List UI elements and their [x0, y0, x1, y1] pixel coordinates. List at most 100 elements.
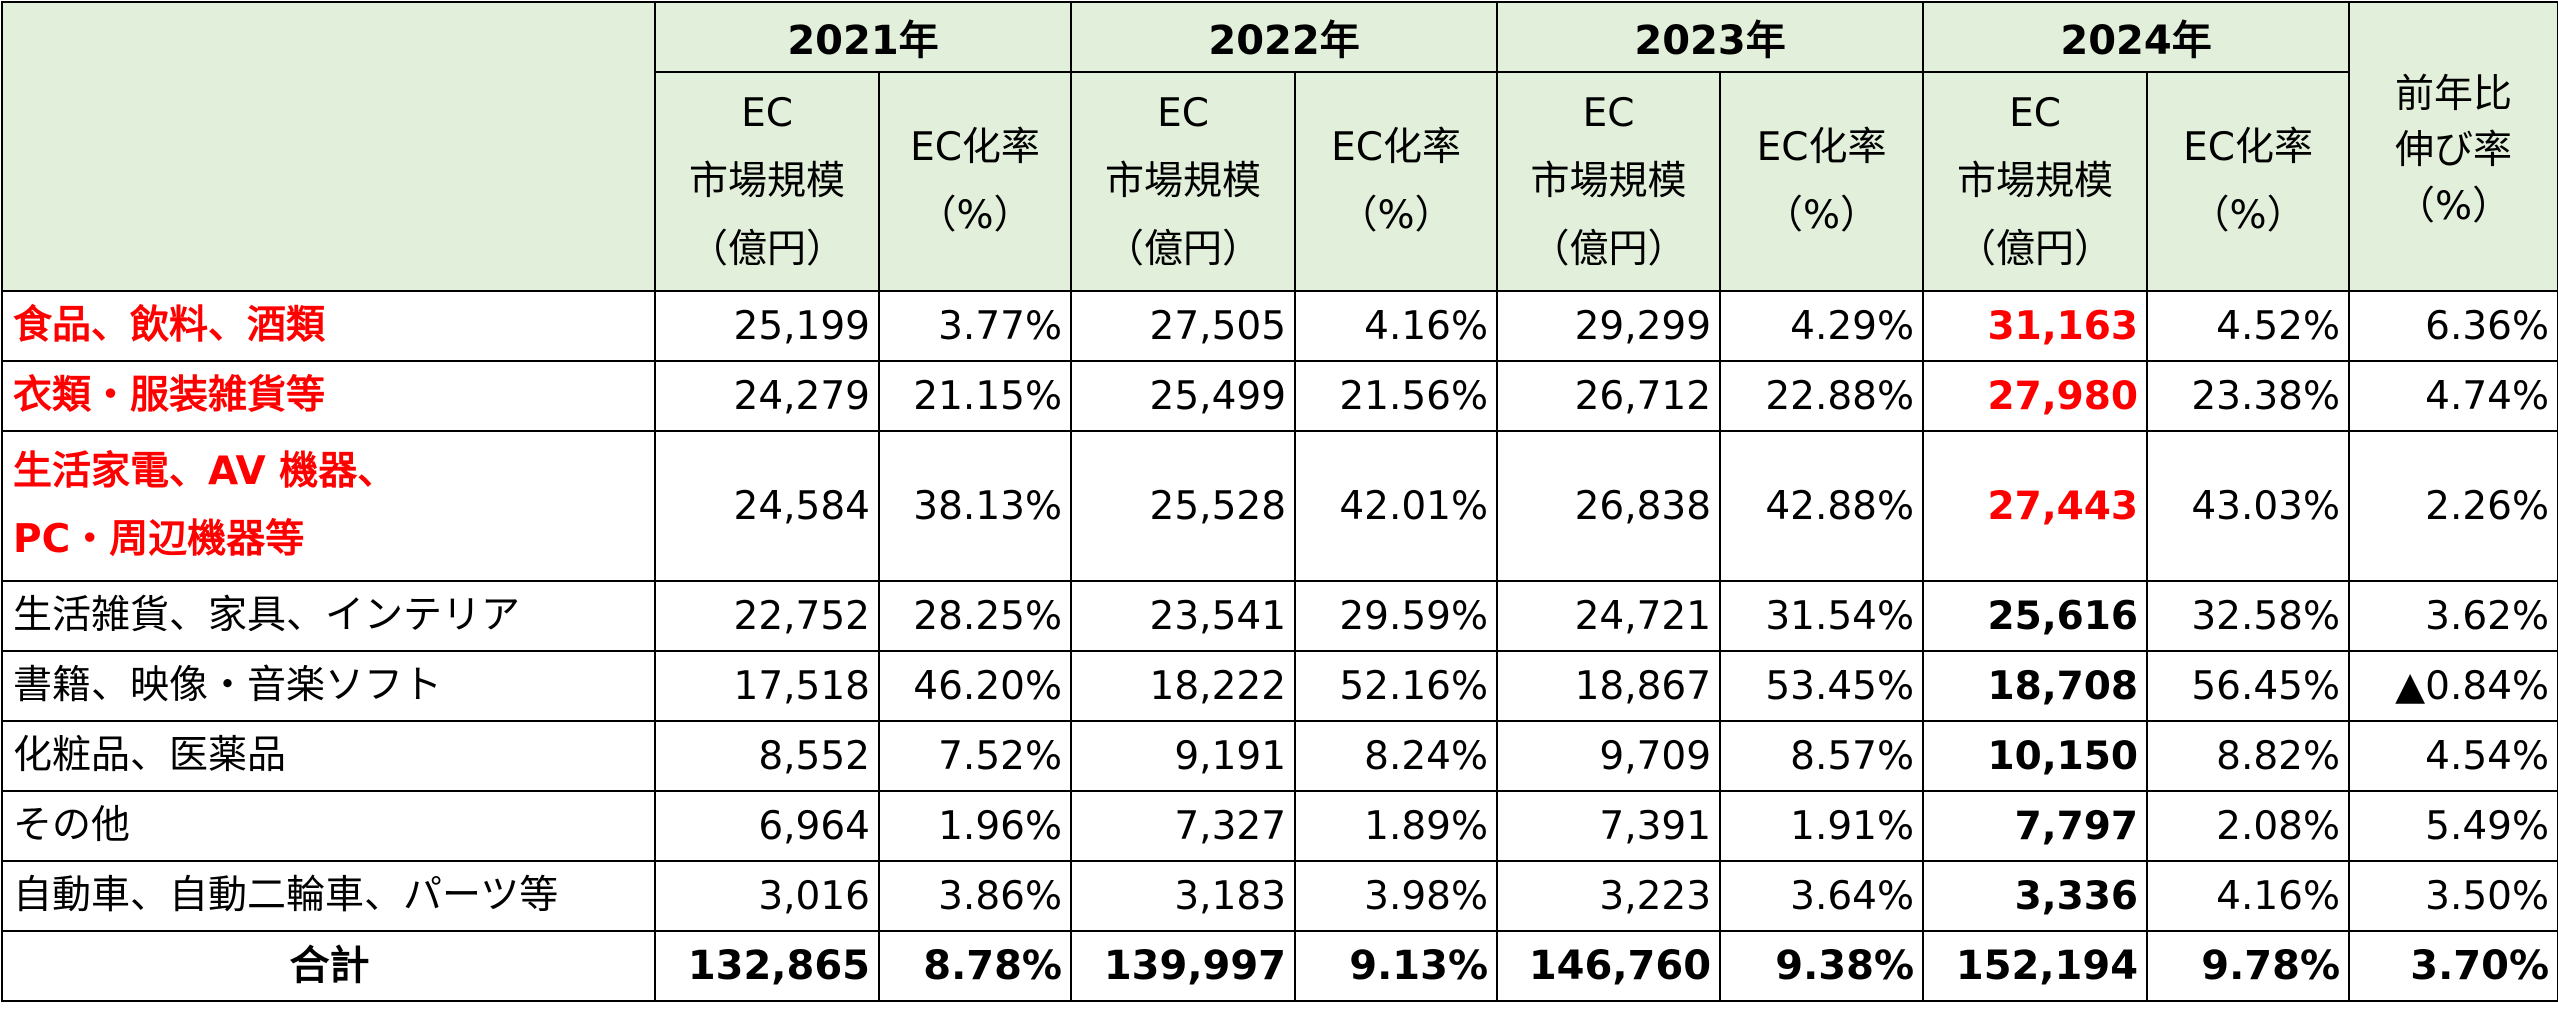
- rate-2022-cell: 4.16%: [1294, 290, 1499, 362]
- rate-2022-cell: 52.16%: [1294, 650, 1499, 722]
- header-year-2022: 2022年: [1070, 1, 1499, 73]
- header-ec-rate-3: EC化率 （%）: [2146, 71, 2351, 292]
- market-2021-cell: 3,016: [654, 860, 880, 932]
- rate-2023-cell: 53.45%: [1719, 650, 1925, 722]
- market-2021-cell: 22,752: [654, 580, 880, 652]
- total-market-2023-cell: 146,760: [1496, 930, 1722, 1002]
- table-row: 衣類・服装雑貨等 24,279 21.15% 25,499 21.56% 26,712 22…: [1, 360, 2558, 432]
- rate-2022-cell: 1.89%: [1294, 790, 1499, 862]
- table-row: その他 6,964 1.96% 7,327 1.89% 7,391 1.91% 7,797 2.…: [1, 790, 2558, 862]
- header-market-size-1: EC 市場規模 （億円）: [1070, 71, 1297, 292]
- market-2021-cell: 17,518: [654, 650, 880, 722]
- market-2024-cell: 10,150: [1922, 720, 2149, 792]
- growth-rate-cell: 4.54%: [2348, 720, 2558, 792]
- market-2024-cell: 3,336: [1922, 860, 2149, 932]
- growth-rate-cell: 3.50%: [2348, 860, 2558, 932]
- total-market-2021-cell: 132,865: [654, 930, 880, 1002]
- header-year-2024: 2024年: [1922, 1, 2351, 73]
- header-year-2021: 2021年: [653, 1, 1073, 73]
- rate-2024-cell: 8.82%: [2146, 720, 2351, 792]
- header-year-row: 2021年 2022年 2023年 2024年 前年比 伸び率 （%）: [1, 1, 2558, 292]
- table-row: 書籍、映像・音楽ソフト 17,518 46.20% 18,222 52.16% 18,86…: [1, 650, 2558, 722]
- rate-2023-cell: 31.54%: [1719, 580, 1925, 652]
- total-label: 合計: [1, 930, 656, 1002]
- total-growth-rate-cell: 3.70%: [2348, 930, 2558, 1002]
- market-2024-cell: 7,797: [1922, 790, 2149, 862]
- market-2023-cell: 26,712: [1496, 360, 1722, 432]
- total-rate-2021-cell: 8.78%: [877, 930, 1073, 1002]
- rate-2021-cell: 1.96%: [877, 790, 1073, 862]
- header-growth-rate: 前年比 伸び率 （%）: [2348, 1, 2558, 292]
- market-2022-cell: 23,541: [1070, 580, 1297, 652]
- market-2023-cell: 7,391: [1496, 790, 1722, 862]
- table-header: 2021年 2022年 2023年 2024年 前年比 伸び率 （%） EC 市場…: [1, 1, 2558, 292]
- rate-2023-cell: 22.88%: [1719, 360, 1925, 432]
- total-rate-2024-cell: 9.78%: [2146, 930, 2351, 1002]
- rate-2021-cell: 3.86%: [877, 860, 1073, 932]
- header-market-size-0: EC 市場規模 （億円）: [654, 71, 880, 292]
- market-2022-cell: 25,499: [1070, 360, 1297, 432]
- market-2021-cell: 25,199: [654, 290, 880, 362]
- rate-2024-cell: 23.38%: [2146, 360, 2351, 432]
- growth-rate-cell: ▲0.84%: [2348, 650, 2558, 722]
- rate-2022-cell: 42.01%: [1294, 430, 1499, 582]
- market-2023-cell: 9,709: [1496, 720, 1722, 792]
- market-2024-cell: 18,708: [1922, 650, 2149, 722]
- header-sub-row: EC 市場規模 （億円） EC化率 （%） EC 市場規模 （億円） EC化率 （%） EC 市場規模…: [2, 71, 2558, 292]
- market-2022-cell: 25,528: [1070, 430, 1297, 582]
- category-cell: 食品、飲料、酒類: [1, 290, 656, 362]
- header-market-size-3: EC 市場規模 （億円）: [1922, 71, 2149, 292]
- table-row: 化粧品、医薬品 8,552 7.52% 9,191 8.24% 9,709 8.57% 10,…: [1, 720, 2558, 792]
- table-row: 自動車、自動二輪車、パーツ等 3,016 3.86% 3,183 3.98% 3,223 3…: [1, 860, 2558, 932]
- market-2022-cell: 18,222: [1070, 650, 1297, 722]
- header-market-size-2: EC 市場規模 （億円）: [1496, 71, 1722, 292]
- rate-2022-cell: 3.98%: [1294, 860, 1499, 932]
- ec-market-table: 2021年 2022年 2023年 2024年 前年比 伸び率 （%） EC 市場…: [1, 1, 2558, 1002]
- rate-2021-cell: 28.25%: [877, 580, 1073, 652]
- rate-2023-cell: 3.64%: [1719, 860, 1925, 932]
- growth-rate-cell: 4.74%: [2348, 360, 2558, 432]
- rate-2024-cell: 56.45%: [2146, 650, 2351, 722]
- total-rate-2022-cell: 9.13%: [1294, 930, 1499, 1002]
- market-2021-cell: 6,964: [654, 790, 880, 862]
- market-2021-cell: 24,584: [654, 430, 880, 582]
- table-row: 生活家電、AV 機器、 PC・周辺機器等 24,584 38.13% 25,528 42.…: [1, 430, 2558, 582]
- market-2024-cell: 31,163: [1922, 290, 2149, 362]
- rate-2023-cell: 42.88%: [1719, 430, 1925, 582]
- category-cell: 衣類・服装雑貨等: [1, 360, 656, 432]
- growth-rate-cell: 2.26%: [2348, 430, 2558, 582]
- table-body: 食品、飲料、酒類 25,199 3.77% 27,505 4.16% 29,299 4.29…: [1, 290, 2558, 1002]
- growth-rate-cell: 5.49%: [2348, 790, 2558, 862]
- total-row: 合計 132,865 8.78% 139,997 9.13% 146,760 9.38% 15…: [1, 930, 2558, 1002]
- table-row: 食品、飲料、酒類 25,199 3.77% 27,505 4.16% 29,299 4.29…: [1, 290, 2558, 362]
- rate-2024-cell: 4.52%: [2146, 290, 2351, 362]
- market-2022-cell: 7,327: [1070, 790, 1297, 862]
- rate-2021-cell: 7.52%: [877, 720, 1073, 792]
- rate-2021-cell: 3.77%: [877, 290, 1073, 362]
- market-2023-cell: 3,223: [1496, 860, 1722, 932]
- rate-2021-cell: 46.20%: [877, 650, 1073, 722]
- growth-rate-cell: 6.36%: [2348, 290, 2558, 362]
- growth-rate-cell: 3.62%: [2348, 580, 2558, 652]
- rate-2024-cell: 2.08%: [2146, 790, 2351, 862]
- rate-2021-cell: 38.13%: [877, 430, 1073, 582]
- category-cell: その他: [1, 790, 656, 862]
- market-2024-cell: 27,980: [1922, 360, 2149, 432]
- header-category-cell: [1, 1, 656, 292]
- market-2024-cell: 25,616: [1922, 580, 2149, 652]
- market-2021-cell: 24,279: [654, 360, 880, 432]
- rate-2022-cell: 29.59%: [1294, 580, 1499, 652]
- rate-2023-cell: 1.91%: [1719, 790, 1925, 862]
- market-2023-cell: 18,867: [1496, 650, 1722, 722]
- market-2023-cell: 29,299: [1496, 290, 1722, 362]
- rate-2024-cell: 32.58%: [2146, 580, 2351, 652]
- total-market-2022-cell: 139,997: [1070, 930, 1297, 1002]
- category-cell: 生活家電、AV 機器、 PC・周辺機器等: [1, 430, 656, 582]
- category-cell: 自動車、自動二輪車、パーツ等: [1, 860, 656, 932]
- total-market-2024-cell: 152,194: [1922, 930, 2149, 1002]
- header-ec-rate-1: EC化率 （%）: [1294, 71, 1499, 292]
- market-2023-cell: 24,721: [1496, 580, 1722, 652]
- rate-2024-cell: 43.03%: [2146, 430, 2351, 582]
- market-2022-cell: 3,183: [1070, 860, 1297, 932]
- table-row: 生活雑貨、家具、インテリア 22,752 28.25% 23,541 29.59% 24,…: [1, 580, 2558, 652]
